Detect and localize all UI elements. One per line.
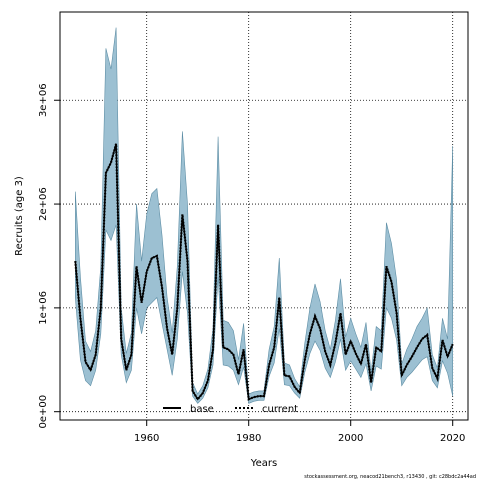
x-axis-title: Years: [250, 458, 277, 469]
series-line-current: [74, 143, 454, 402]
y-tick-label-0: 0e+00: [38, 395, 49, 429]
plot-frame: [59, 11, 469, 421]
y-tick-label-2: 2e+06: [38, 187, 49, 221]
legend: base current: [163, 404, 298, 415]
x-tick-label-1: 1980: [236, 433, 261, 444]
y-axis-title: Recruits (age 3): [14, 176, 25, 256]
x-axis: 1960 1980 2000 2020: [134, 420, 465, 444]
y-tick-label-3: 3e+06: [38, 83, 49, 117]
x-tick-label-2: 2000: [338, 433, 363, 444]
x-tick-label-0: 1960: [134, 433, 159, 444]
legend-label-base: base: [190, 404, 214, 415]
x-tick-label-3: 2020: [440, 433, 465, 444]
confidence-band: [75, 27, 453, 404]
y-tick-label-1: 1e+06: [38, 291, 49, 325]
y-axis: 0e+00 1e+06 2e+06 3e+06: [38, 83, 60, 429]
legend-label-current: current: [262, 404, 298, 415]
footer-note: stockassessment.org, neacod21bench3, r13…: [304, 474, 476, 480]
